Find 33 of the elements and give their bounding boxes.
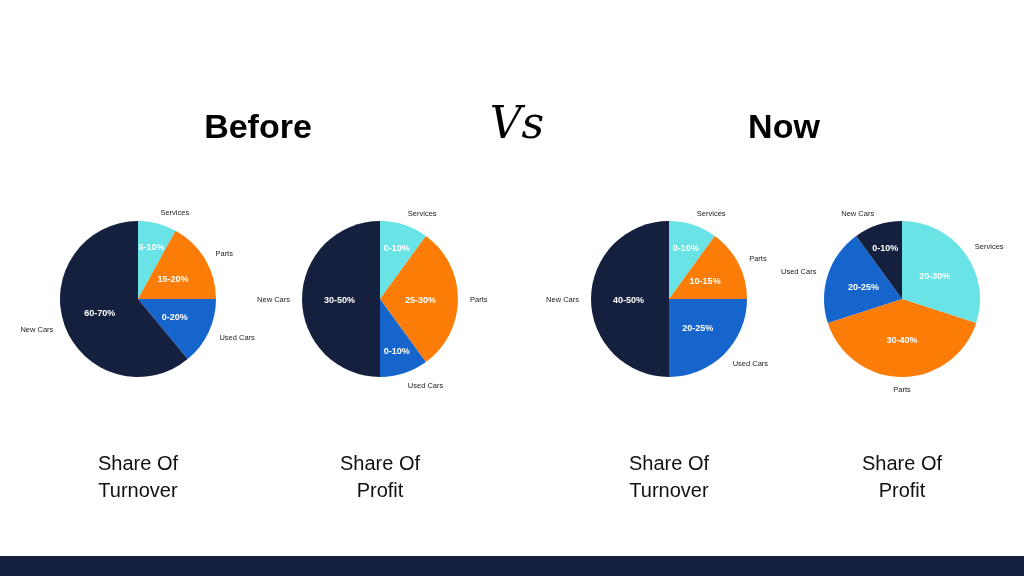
text: 25-30% <box>405 294 437 305</box>
text: 40-50% <box>612 294 644 305</box>
pie-slice <box>138 299 216 360</box>
text: 0-10% <box>383 346 410 357</box>
pie-slice <box>60 221 188 377</box>
text: Now <box>748 107 821 145</box>
text: 5-10% <box>138 241 165 252</box>
pie-slice <box>380 221 426 299</box>
pie-slice <box>380 235 458 363</box>
text: Vs <box>489 97 545 148</box>
text: 0-10% <box>872 242 899 253</box>
pie-slice <box>827 299 977 377</box>
text: 60-70% <box>84 308 116 319</box>
text: 0-10% <box>672 242 699 253</box>
text: Share Of Profit <box>339 452 421 501</box>
text: 20-25% <box>847 281 879 292</box>
text: Before <box>204 107 312 145</box>
text: 30-40% <box>886 335 918 346</box>
text: 10-15% <box>689 276 721 287</box>
text: Share Of Profit <box>861 452 943 501</box>
text: 20-30% <box>919 270 951 281</box>
pie-slice <box>138 230 216 299</box>
pie-slice <box>591 221 669 377</box>
text: 30-50% <box>323 294 355 305</box>
text: 0-20% <box>161 311 188 322</box>
text: Share Of Turnover <box>97 452 179 501</box>
text: Share Of Turnover <box>628 452 710 501</box>
text: 0-10% <box>383 242 410 253</box>
text: 20-25% <box>682 323 714 334</box>
pie-slice <box>824 235 902 324</box>
pie-slice <box>669 235 747 299</box>
pie-slice <box>302 221 380 377</box>
text: 15-20% <box>157 273 189 284</box>
